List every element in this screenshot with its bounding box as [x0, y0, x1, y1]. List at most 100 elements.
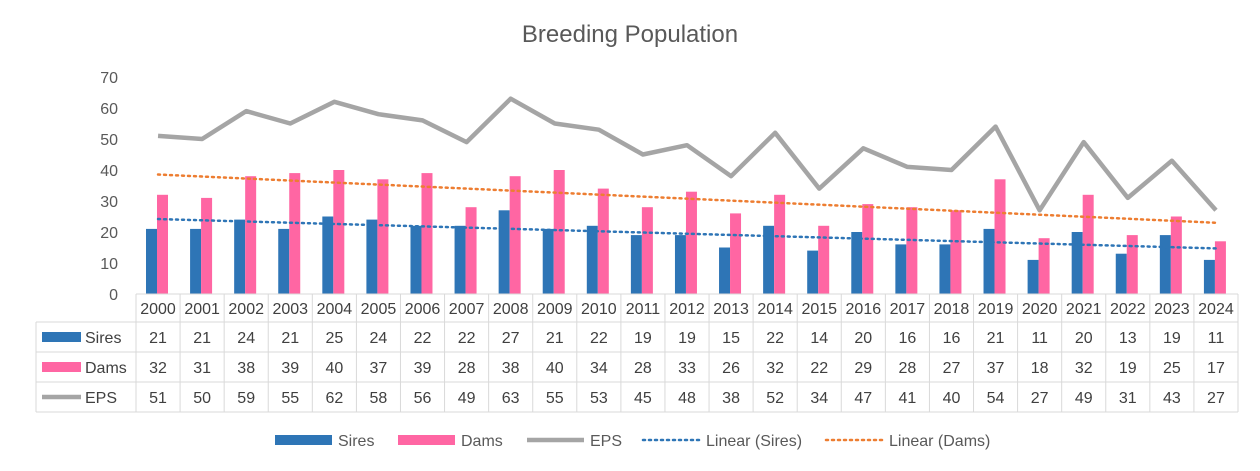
table-cell: 11 [1208, 330, 1225, 347]
table-cell: 15 [722, 330, 740, 347]
legend-item: Dams [398, 433, 503, 450]
x-tick-label: 2006 [405, 301, 441, 318]
bar-dams [730, 213, 742, 294]
bar-sires [1115, 253, 1127, 294]
table-cell: 48 [678, 390, 696, 407]
bar-sires [278, 228, 290, 294]
legend-item: Sires [275, 433, 374, 450]
bar-dams [201, 197, 213, 294]
table-cell: 20 [1075, 330, 1093, 347]
x-tick-label: 2011 [626, 301, 661, 318]
bar-sires [322, 216, 334, 294]
legend-label: Sires [338, 433, 374, 450]
table-cell: 19 [1119, 360, 1137, 377]
table-cell: 24 [370, 330, 388, 347]
table-cell: 18 [1031, 360, 1049, 377]
table-cell: 27 [943, 360, 961, 377]
table-cell: 31 [1119, 390, 1137, 407]
table-row-label: Sires [85, 330, 121, 347]
table-cell: 25 [325, 330, 343, 347]
x-tick-label: 2004 [317, 301, 353, 318]
bar-dams [465, 207, 477, 294]
table-cell: 22 [458, 330, 476, 347]
legend: Sires Dams EPS Linear (Sires) Linear (Dams) [275, 433, 990, 450]
x-tick-label: 2008 [493, 301, 529, 318]
x-tick-label: 2024 [1198, 301, 1234, 318]
table-cell: 19 [1163, 330, 1181, 347]
table-cell: 41 [899, 390, 917, 407]
y-tick-label: 20 [100, 225, 118, 242]
table-cell: 49 [458, 390, 476, 407]
table-cell: 14 [810, 330, 828, 347]
table-cell: 63 [502, 390, 520, 407]
bar-dams [1170, 216, 1182, 294]
x-tick-label: 2017 [890, 301, 926, 318]
y-tick-label: 10 [100, 256, 118, 273]
table-cell: 50 [193, 390, 211, 407]
table-cell: 56 [414, 390, 432, 407]
bar-dams [509, 176, 521, 294]
bar-sires [366, 219, 378, 294]
bar-dams [1214, 241, 1226, 294]
bar-dams [818, 225, 830, 294]
data-table: 2000 2001 2002 2003 2004 2005 2006 2007 2008 2009… [35, 293, 1239, 413]
table-legend-key [42, 362, 81, 372]
bar-dams [906, 207, 918, 294]
table-cell: 51 [149, 390, 167, 407]
bar-dams [862, 204, 874, 294]
x-tick-label: 2019 [978, 301, 1014, 318]
table-cell: 37 [987, 360, 1005, 377]
table-cell: 20 [854, 330, 872, 347]
table-cell: 37 [370, 360, 388, 377]
table-cell: 19 [678, 330, 696, 347]
bar-sires [586, 225, 598, 294]
chart-title: Breeding Population [522, 21, 738, 48]
x-tick-label: 2000 [140, 301, 176, 318]
bar-dams [774, 194, 786, 294]
table-cell: 40 [325, 360, 343, 377]
bar-sires [630, 235, 642, 294]
table-cell: 21 [193, 330, 211, 347]
bar-sires [851, 232, 863, 294]
bar-sires [807, 250, 819, 294]
table-cell: 49 [1075, 390, 1093, 407]
table-cell: 28 [634, 360, 652, 377]
bar-dams [1038, 238, 1050, 294]
table-cell: 21 [281, 330, 299, 347]
table-cell: 27 [502, 330, 520, 347]
legend-item: EPS [527, 433, 622, 450]
x-tick-label: 2016 [846, 301, 882, 318]
y-axis: 0 10 20 30 40 50 60 70 [100, 70, 118, 304]
bar-dams [377, 179, 389, 294]
x-tick-label: 2018 [934, 301, 970, 318]
bar-dams [333, 170, 345, 294]
table-cell: 28 [899, 360, 917, 377]
bar-dams [950, 210, 962, 294]
x-tick-label: 2002 [228, 301, 264, 318]
table-cell: 28 [458, 360, 476, 377]
x-tick-label: 2022 [1110, 301, 1146, 318]
bar-sires [542, 228, 554, 294]
x-tick-label: 2012 [669, 301, 705, 318]
line-eps [157, 96, 1218, 213]
table-cell: 22 [414, 330, 432, 347]
table-cell: 16 [943, 330, 961, 347]
x-tick-label: 2005 [361, 301, 397, 318]
y-tick-label: 70 [100, 70, 118, 87]
y-tick-label: 60 [100, 101, 118, 118]
x-tick-label: 2009 [537, 301, 573, 318]
bar-sires [498, 210, 510, 294]
bar-sires [454, 225, 466, 294]
x-tick-label: 2020 [1022, 301, 1058, 318]
y-tick-label: 40 [100, 163, 118, 180]
table-cell: 32 [766, 360, 784, 377]
bar-sires [983, 228, 995, 294]
table-cell: 19 [634, 330, 652, 347]
table-cell: 58 [370, 390, 388, 407]
table-legend-key [42, 332, 81, 342]
table-cell: 24 [237, 330, 255, 347]
bar-dams [685, 191, 697, 294]
table-cell: 11 [1031, 330, 1048, 347]
bar-dams [1126, 235, 1138, 294]
